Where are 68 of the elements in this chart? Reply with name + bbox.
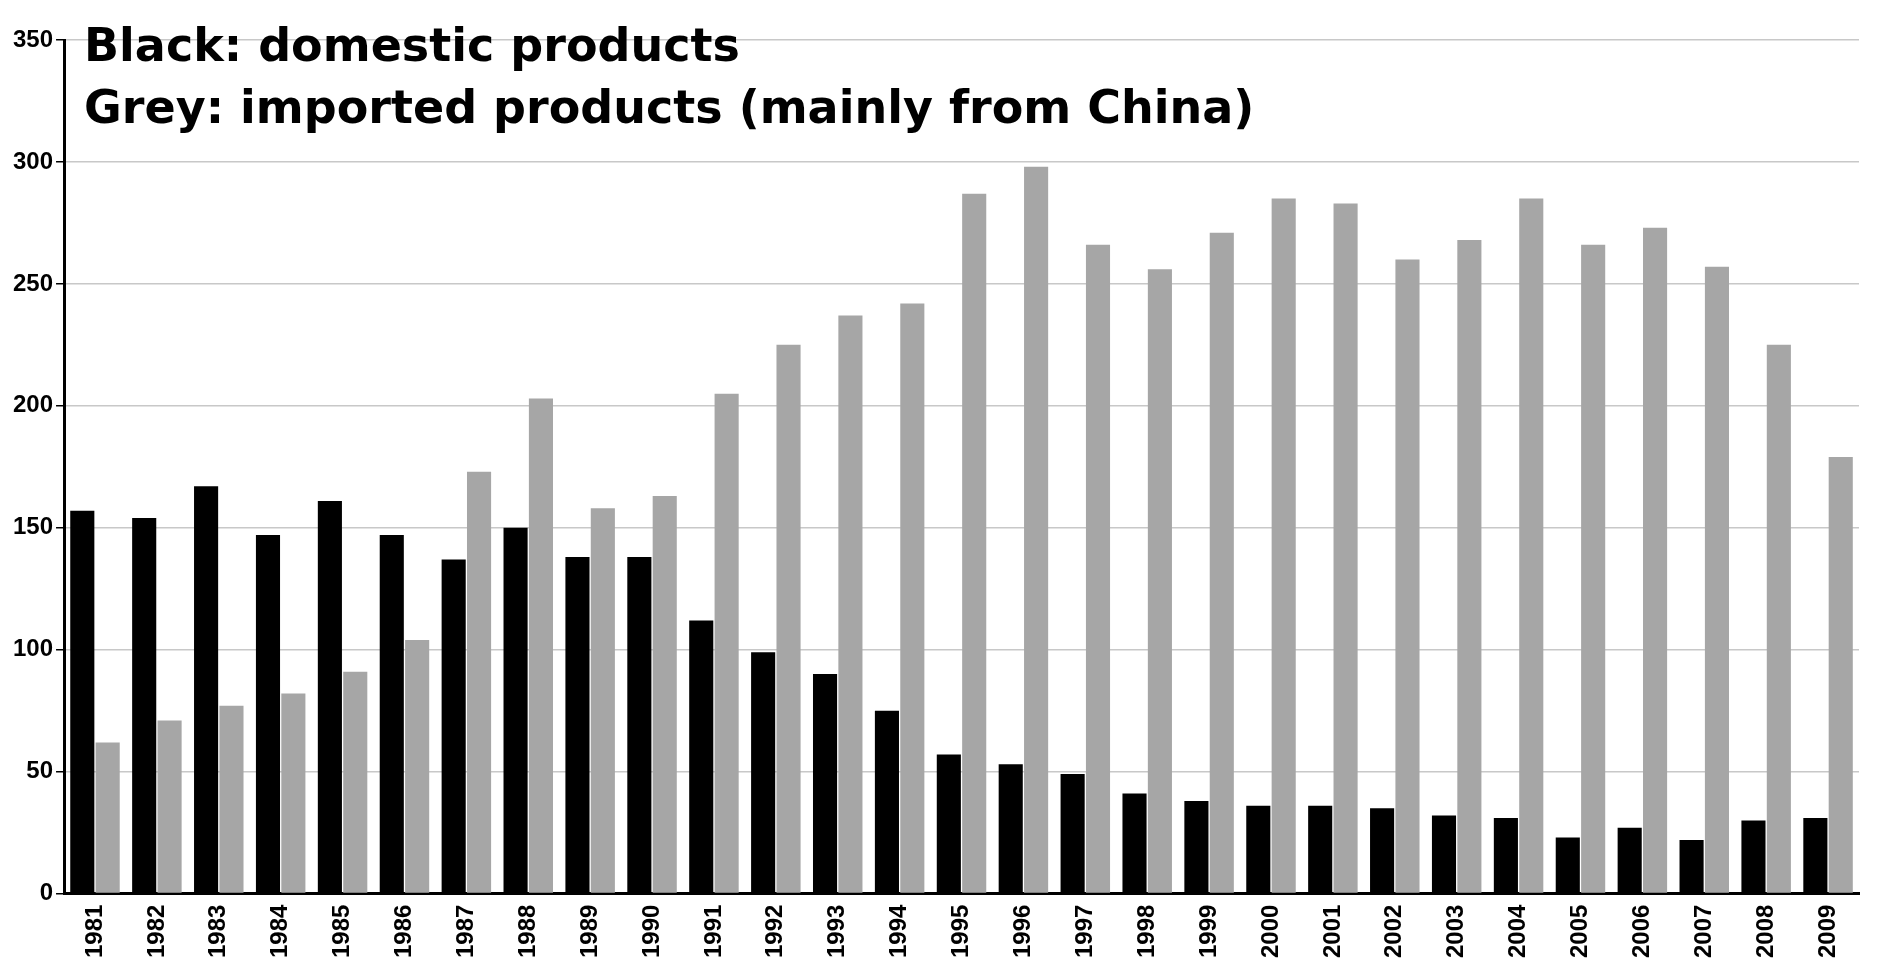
x-tick-label: 2005: [1565, 904, 1593, 958]
y-tick-label: 350: [13, 24, 54, 52]
x-tick-label: 1981: [79, 904, 107, 958]
bar: [838, 315, 863, 893]
bar: [95, 742, 120, 893]
bar: [1147, 269, 1172, 893]
bar: [1581, 244, 1606, 893]
x-tick-label: 2006: [1626, 904, 1654, 958]
x-tick-label: 1987: [450, 904, 478, 958]
x-tick-label: 1991: [698, 904, 726, 958]
annotation: Black: domestic products: [84, 17, 740, 72]
bar: [590, 508, 615, 893]
bar: [776, 344, 801, 893]
bar: [157, 720, 182, 893]
x-tick-label: 2001: [1317, 904, 1345, 958]
y-tick-label: 50: [26, 756, 54, 784]
bar: [405, 639, 430, 893]
x-tick-label: 1986: [389, 904, 417, 958]
x-tick-label: 1988: [512, 904, 540, 958]
y-tick-label: 200: [13, 390, 54, 418]
bar: [1024, 166, 1049, 893]
y-tick-label: 150: [13, 512, 54, 540]
bar: [1766, 344, 1791, 893]
x-tick-label: 2007: [1688, 904, 1716, 958]
y-tick-label: 300: [13, 146, 54, 174]
bar: [1828, 457, 1853, 893]
bar: [467, 471, 492, 893]
x-tick-label: 1994: [884, 903, 912, 958]
bar: [900, 303, 925, 893]
x-tick-label: 2009: [1812, 904, 1840, 958]
bar: [1519, 198, 1544, 893]
x-tick-label: 1997: [1069, 904, 1097, 958]
bar: [1085, 244, 1111, 893]
x-tick-label: 1983: [203, 904, 231, 958]
x-tick-label: 2002: [1379, 904, 1407, 958]
bar: [219, 705, 244, 893]
x-tick-label: 1984: [265, 903, 293, 958]
x-tick-label: 1989: [574, 904, 602, 958]
bar: [1643, 227, 1668, 893]
bar: [652, 496, 677, 893]
bar: [714, 393, 739, 893]
bar: [1209, 232, 1234, 893]
x-tick-label: 1992: [760, 904, 788, 958]
y-tick-label: 0: [39, 878, 54, 906]
bar: [1457, 239, 1482, 893]
bar: [343, 671, 368, 893]
bar: [1333, 203, 1358, 893]
annotation: Grey: imported products (mainly from China): [84, 79, 1255, 134]
x-tick-label: 2008: [1750, 904, 1778, 958]
bar: [528, 398, 553, 893]
x-tick-label: 1995: [946, 904, 974, 958]
bar: [1395, 259, 1420, 893]
bar: [281, 693, 306, 893]
x-tick-label: 1996: [1008, 904, 1036, 958]
x-tick-label: 2004: [1503, 903, 1531, 958]
x-tick-label: 1990: [636, 904, 664, 958]
y-tick-label: 250: [13, 268, 54, 296]
x-tick-label: 1998: [1131, 904, 1159, 958]
bar: [1271, 198, 1296, 893]
x-tick-label: 1999: [1193, 904, 1221, 958]
y-tick-label: 100: [13, 634, 54, 662]
bar: [962, 193, 987, 893]
x-tick-label: 1982: [141, 904, 169, 958]
x-tick-label: 2003: [1441, 904, 1469, 958]
x-tick-label: 1985: [327, 904, 355, 958]
x-tick-label: 1993: [822, 904, 850, 958]
bar: [1704, 266, 1730, 893]
x-tick-label: 2000: [1255, 904, 1283, 958]
